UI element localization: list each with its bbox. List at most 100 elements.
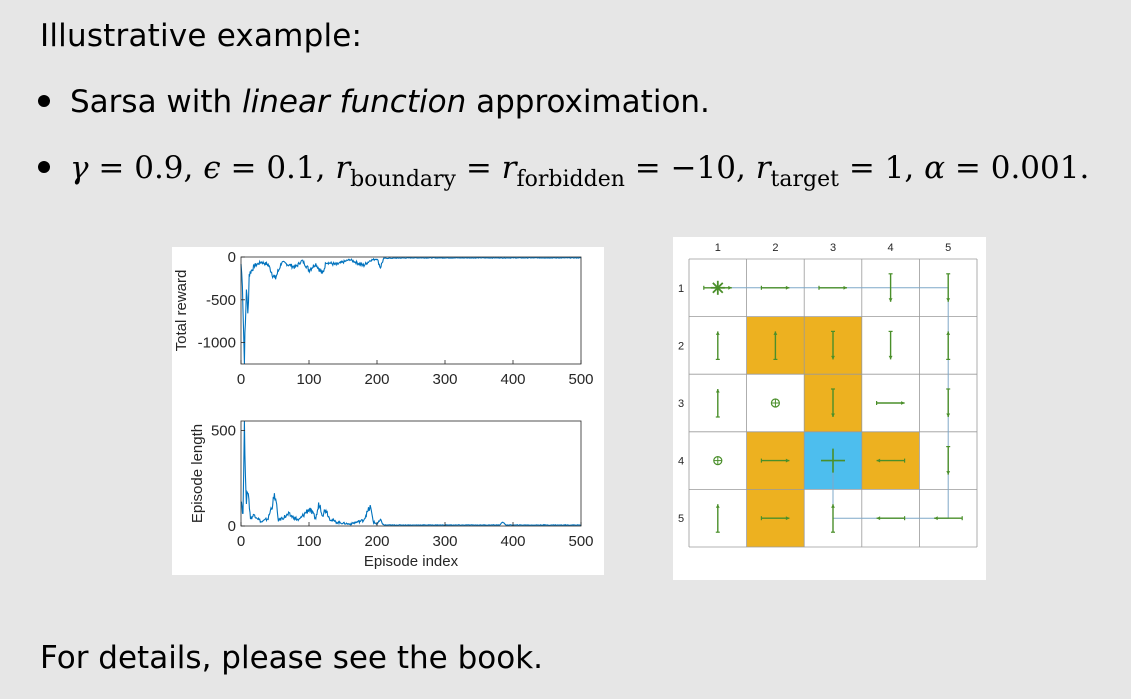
arrow-head bbox=[934, 516, 938, 521]
column-label: 2 bbox=[772, 242, 778, 254]
arrow-head bbox=[715, 331, 720, 335]
policy-arrow bbox=[934, 516, 963, 521]
policy-arrow bbox=[818, 285, 847, 290]
target-value: 1 bbox=[884, 150, 905, 186]
arrow-head bbox=[876, 516, 881, 521]
policy-arrow bbox=[760, 516, 790, 521]
alpha-value: 0.001 bbox=[990, 150, 1080, 186]
epsilon-symbol: ϵ bbox=[203, 150, 221, 186]
y-axis-label: Total reward bbox=[173, 270, 190, 352]
arrow-head bbox=[888, 298, 893, 302]
start-marker bbox=[710, 280, 725, 295]
stay-marker bbox=[713, 456, 723, 466]
bullet-dot bbox=[38, 94, 50, 107]
policy-arrow bbox=[715, 389, 720, 418]
column-label: 3 bbox=[830, 242, 836, 254]
column-label: 4 bbox=[888, 242, 894, 254]
training-plots: 0 100 200 300 400 500 0 -500 -1000 Total reward 0 1… bbox=[172, 247, 604, 575]
policy-arrow bbox=[715, 504, 720, 533]
column-label: 5 bbox=[945, 242, 951, 254]
policy-arrow bbox=[831, 388, 835, 417]
y-axis-label: Episode length bbox=[189, 424, 206, 523]
row-label: 4 bbox=[678, 456, 684, 468]
x-tick-label: 500 bbox=[568, 371, 593, 388]
x-tick-label: 200 bbox=[364, 371, 389, 388]
x-tick-label: 400 bbox=[500, 371, 525, 388]
x-axis-label: Episode index bbox=[364, 553, 459, 570]
arrow-head bbox=[785, 458, 790, 463]
alpha-symbol: α bbox=[924, 150, 946, 186]
star-ray bbox=[712, 282, 724, 294]
y-tick-label: -500 bbox=[206, 292, 236, 309]
x-tick-label: 200 bbox=[364, 533, 389, 550]
arrow-head bbox=[831, 355, 835, 360]
bullet1-prefix: Sarsa with bbox=[70, 84, 243, 120]
r-symbol: r bbox=[501, 150, 517, 186]
y-tick-label: 500 bbox=[211, 423, 236, 440]
plot-frame bbox=[240, 420, 582, 527]
bullet-sarsa: Sarsa with linear function approximation… bbox=[38, 84, 710, 120]
y-tick-label: 0 bbox=[228, 249, 236, 266]
arrow-head bbox=[946, 298, 951, 302]
target-cross bbox=[821, 448, 845, 473]
bullet1-suffix: approximation. bbox=[466, 84, 710, 120]
gridworld-svg: 1 2 3 4 5 1 2 3 4 5 bbox=[678, 242, 978, 548]
arrow-head bbox=[901, 401, 905, 405]
slide-footer: For details, please see the book. bbox=[40, 640, 544, 676]
x-tick-label: 400 bbox=[500, 533, 525, 550]
forbidden-subscript: forbidden bbox=[516, 167, 625, 192]
x-tick-label: 100 bbox=[296, 533, 321, 550]
row-label: 1 bbox=[678, 283, 684, 295]
arrow-head bbox=[728, 285, 732, 290]
bullet-params: γ = 0.9, ϵ = 0.1, rboundary = rforbidden… bbox=[38, 150, 1089, 192]
training-plots-svg: 0 100 200 300 400 500 0 -500 -1000 Total reward 0 1… bbox=[173, 249, 594, 570]
stay-marker bbox=[770, 398, 781, 408]
bullet-dot bbox=[38, 160, 50, 173]
policy-arrow bbox=[773, 331, 778, 361]
bullet1-italic: linear function bbox=[242, 84, 467, 120]
x-tick-label: 500 bbox=[568, 533, 593, 550]
row-label: 3 bbox=[678, 398, 684, 410]
policy-arrow bbox=[946, 388, 951, 417]
arrow-head bbox=[888, 355, 893, 360]
x-tick-label: 0 bbox=[237, 533, 245, 550]
arrow-head bbox=[946, 413, 951, 417]
arrow-head bbox=[876, 458, 881, 463]
r-symbol: r bbox=[335, 150, 351, 186]
gamma-value: 0.9 bbox=[134, 150, 184, 186]
policy-arrow bbox=[760, 285, 790, 290]
policy-arrow bbox=[715, 331, 720, 361]
plot-frame bbox=[240, 256, 582, 365]
x-tick-label: 300 bbox=[432, 371, 457, 388]
row-label: 2 bbox=[678, 340, 684, 352]
series-line bbox=[240, 420, 582, 527]
policy-arrow bbox=[946, 446, 951, 475]
policy-arrow bbox=[876, 458, 906, 463]
policy-arrow bbox=[946, 273, 951, 302]
arrow-head bbox=[715, 504, 720, 508]
gridworld-figure: 1 2 3 4 5 1 2 3 4 5 bbox=[673, 237, 986, 580]
policy-arrow bbox=[876, 401, 905, 405]
r-symbol: r bbox=[755, 150, 771, 186]
slide-heading: Illustrative example: bbox=[40, 18, 363, 54]
policy-arrow bbox=[760, 458, 790, 463]
x-tick-label: 300 bbox=[432, 533, 457, 550]
boundary-value: −10 bbox=[670, 150, 736, 186]
chart-2: 0 100 200 300 400 500 0 500 Episode index Episode… bbox=[189, 420, 594, 570]
row-label: 5 bbox=[678, 513, 684, 525]
policy-arrow bbox=[831, 330, 835, 360]
chart-1: 0 100 200 300 400 500 0 -500 -1000 Total reward bbox=[173, 249, 594, 388]
arrow-head bbox=[785, 516, 790, 521]
policy-arrow bbox=[946, 331, 951, 361]
arrow-head bbox=[831, 413, 835, 417]
arrow-head bbox=[785, 285, 790, 290]
gamma-symbol: γ bbox=[70, 150, 89, 186]
arrow-head bbox=[946, 471, 951, 475]
arrow-head bbox=[946, 331, 951, 335]
arrow-head bbox=[843, 285, 847, 290]
epsilon-value: 0.1 bbox=[266, 150, 316, 186]
y-tick-label: -1000 bbox=[198, 335, 236, 352]
target-subscript: target bbox=[770, 167, 839, 192]
param-formula: γ = 0.9, ϵ = 0.1, rboundary = rforbidden… bbox=[70, 150, 1090, 192]
arrow-head bbox=[773, 331, 778, 335]
